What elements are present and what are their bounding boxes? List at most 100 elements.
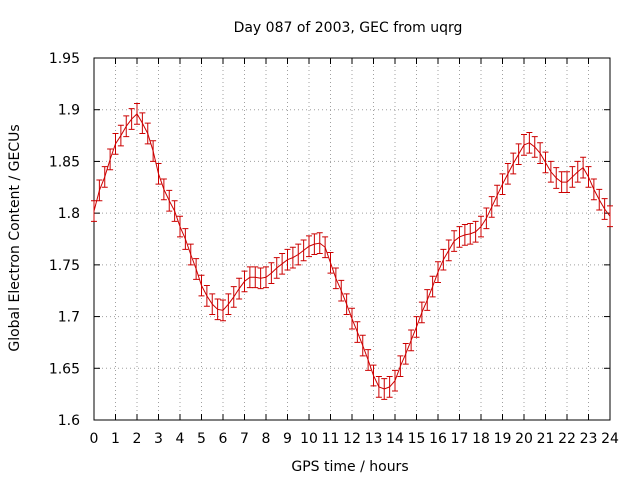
data-point-errorbar	[306, 235, 312, 258]
data-point-errorbar	[418, 301, 425, 324]
data-point-errorbar	[569, 166, 576, 188]
data-point-errorbar	[338, 279, 345, 302]
data-point-errorbar	[558, 171, 565, 193]
data-point-errorbar	[316, 232, 323, 254]
data-point-errorbar	[241, 270, 248, 293]
x-tick-label: 0	[90, 431, 99, 447]
data-point-errorbar	[343, 293, 350, 316]
x-tick-label: 22	[558, 431, 576, 447]
data-point-errorbar	[284, 248, 291, 271]
x-tick-label: 24	[601, 431, 619, 447]
data-point-errorbar	[311, 233, 318, 256]
data-point-errorbar	[187, 243, 194, 266]
data-point-errorbar	[510, 152, 517, 175]
data-point-errorbar	[553, 167, 560, 189]
data-point-errorbar	[467, 222, 474, 245]
x-tick-label: 17	[451, 431, 469, 447]
y-axis-label: Global Electron Content / GECUs	[7, 124, 23, 351]
x-tick-label: 16	[429, 431, 447, 447]
data-point-errorbar	[585, 166, 592, 188]
x-tick-label: 13	[365, 431, 383, 447]
data-point-errorbar	[590, 178, 597, 201]
x-tick-label: 15	[408, 431, 426, 447]
data-point-errorbar	[504, 162, 511, 185]
data-point-errorbar	[564, 171, 570, 193]
data-point-errorbar	[220, 299, 226, 322]
data-point-errorbar	[429, 275, 436, 298]
data-point-errorbar	[488, 196, 495, 218]
data-point-errorbar	[332, 267, 339, 290]
x-tick-label: 6	[219, 431, 228, 447]
x-axis-label: GPS time / hours	[291, 459, 408, 475]
data-point-errorbar	[397, 355, 404, 378]
x-tick-labels: 0 1 2 3 4 5 6 7 8 9 10 11 12 13 14 15 16 17 18 19 20 21 22 23 24	[90, 431, 619, 447]
data-point-errorbar	[225, 293, 232, 316]
x-tick-label: 8	[262, 431, 271, 447]
data-point-errorbar	[521, 134, 527, 156]
data-point-errorbar	[531, 136, 538, 158]
data-point-errorbar	[230, 286, 237, 308]
data-point-errorbar	[144, 122, 151, 145]
data-point-errorbar	[478, 215, 484, 238]
data-point-errorbar	[322, 236, 329, 259]
x-tick-label: 7	[240, 431, 249, 447]
data-point-errorbar	[375, 376, 382, 398]
gec-line	[93, 113, 611, 390]
data-point-errorbar	[574, 160, 581, 183]
data-point-errorbar	[182, 228, 189, 250]
data-point-errorbar	[171, 200, 178, 222]
y-tick-label: 1.6	[58, 413, 80, 429]
data-point-errorbar	[128, 108, 135, 130]
data-point-errorbar	[96, 179, 103, 202]
data-point-errorbar	[402, 342, 409, 365]
data-point-errorbar	[542, 151, 549, 174]
data-point-errorbar	[198, 274, 205, 297]
data-point-errorbar	[537, 142, 544, 164]
data-point-errorbar	[515, 143, 522, 166]
data-point-errorbar	[177, 215, 183, 238]
data-point-errorbar	[252, 266, 259, 289]
data-point-errorbar	[526, 131, 533, 154]
data-point-errorbar	[263, 266, 269, 289]
axis-ticks	[93, 57, 611, 421]
data-point-errorbar	[268, 262, 275, 284]
data-point-errorbar	[139, 112, 146, 135]
x-tick-label: 11	[322, 431, 340, 447]
data-point-errorbar	[472, 220, 479, 243]
data-point-errorbar	[435, 261, 441, 283]
data-point-errorbar	[279, 252, 286, 275]
data-point-errorbar	[246, 266, 253, 289]
y-tick-label: 1.85	[49, 154, 80, 170]
data-point-errorbar	[134, 103, 140, 125]
x-tick-label: 21	[537, 431, 555, 447]
x-tick-label: 23	[580, 431, 598, 447]
data-point-errorbar	[203, 285, 210, 307]
data-point-errorbar	[359, 334, 366, 357]
data-point-errorbar	[155, 162, 162, 185]
data-point-errorbar	[295, 243, 302, 266]
data-point-errorbar	[349, 307, 355, 330]
x-tick-label: 19	[494, 431, 512, 447]
data-point-errorbar	[601, 198, 608, 220]
data-point-errorbar	[123, 115, 130, 138]
data-point-errorbar	[499, 173, 506, 196]
x-tick-label: 4	[176, 431, 185, 447]
y-tick-labels: 1.6 1.65 1.7 1.75 1.8 1.85 1.9 1.95	[49, 51, 80, 429]
x-tick-label: 9	[283, 431, 292, 447]
data-point-errorbar	[101, 166, 108, 188]
y-tick-label: 1.7	[58, 310, 80, 326]
y-tick-label: 1.75	[49, 258, 80, 274]
data-point-errorbar	[273, 257, 280, 279]
chart-title: Day 087 of 2003, GEC from uqrg	[234, 20, 463, 36]
x-tick-label: 1	[111, 431, 120, 447]
data-point-errorbar	[440, 248, 447, 271]
data-point-errorbar	[607, 205, 613, 228]
x-tick-label: 18	[472, 431, 490, 447]
x-tick-label: 10	[300, 431, 318, 447]
x-tick-label: 5	[197, 431, 206, 447]
x-tick-label: 14	[386, 431, 404, 447]
data-point-errorbar	[150, 140, 157, 162]
data-point-errorbar	[236, 277, 243, 300]
data-point-errorbar	[193, 258, 200, 280]
